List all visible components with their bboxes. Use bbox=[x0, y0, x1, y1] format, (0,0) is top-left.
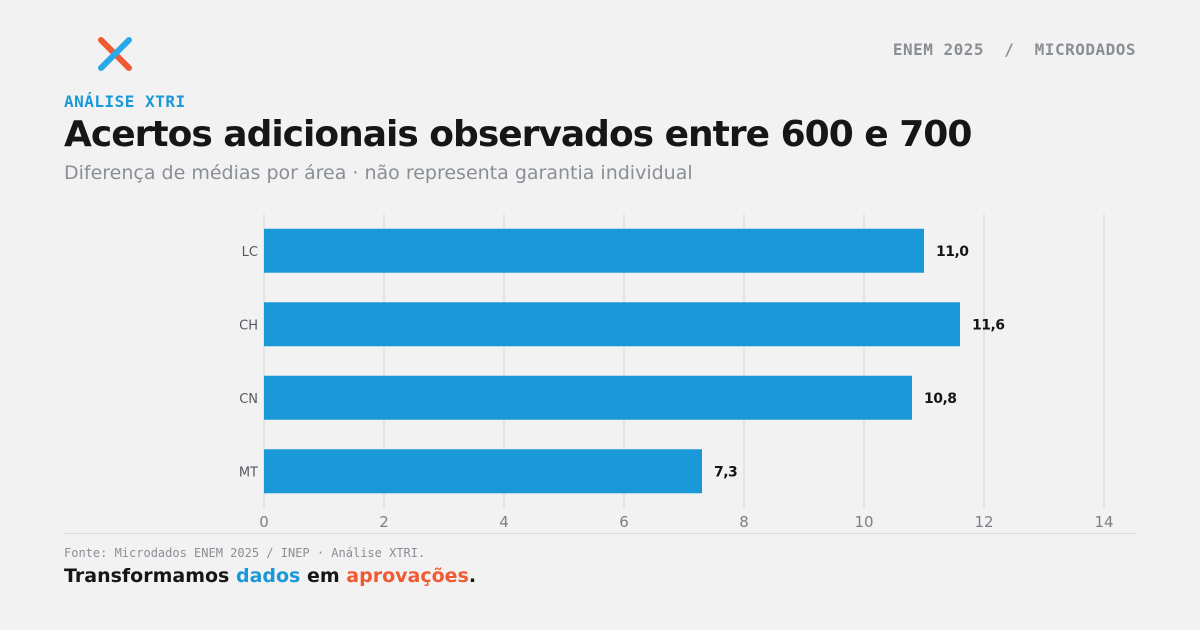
tagline-word-aprovacoes: aprovações bbox=[346, 565, 469, 587]
source-note: Fonte: Microdados ENEM 2025 / INEP · Aná… bbox=[64, 546, 426, 560]
data-label: 10,8 bbox=[924, 391, 957, 407]
tagline-end: . bbox=[468, 565, 477, 587]
bar bbox=[264, 449, 702, 494]
data-label: 7,3 bbox=[714, 464, 737, 480]
x-tick-label: 10 bbox=[854, 513, 873, 531]
xtri-logo-icon bbox=[98, 37, 132, 71]
tagline-part1: Transformamos bbox=[64, 565, 236, 587]
x-tick-label: 14 bbox=[1094, 513, 1113, 531]
eyebrow-label: ANÁLISE XTRI bbox=[64, 92, 186, 111]
x-tick-label: 4 bbox=[499, 513, 509, 531]
x-tick-label: 8 bbox=[739, 513, 749, 531]
footer-divider bbox=[64, 533, 1136, 534]
x-tick-label: 0 bbox=[259, 513, 269, 531]
bar bbox=[264, 228, 924, 273]
category-label: CH bbox=[239, 318, 258, 333]
data-label: 11,0 bbox=[936, 244, 969, 260]
data-label: 11,6 bbox=[972, 317, 1005, 333]
bar bbox=[264, 302, 960, 347]
chart-title: Acertos adicionais observados entre 600 … bbox=[64, 114, 972, 155]
category-label: MT bbox=[239, 465, 258, 480]
x-tick-label: 12 bbox=[974, 513, 993, 531]
tagline: Transformamos dados em aprovações. bbox=[64, 565, 476, 587]
header-kicker: ENEM 2025 / MICRODADOS bbox=[892, 40, 1136, 59]
x-tick-label: 6 bbox=[619, 513, 629, 531]
tagline-part2: em bbox=[300, 565, 347, 587]
category-label: LC bbox=[242, 245, 258, 260]
x-tick-label: 2 bbox=[379, 513, 389, 531]
chart-subtitle: Diferença de médias por área · não repre… bbox=[64, 162, 693, 184]
category-label: CN bbox=[239, 392, 258, 407]
bar bbox=[264, 375, 912, 420]
tagline-word-dados: dados bbox=[235, 565, 301, 587]
